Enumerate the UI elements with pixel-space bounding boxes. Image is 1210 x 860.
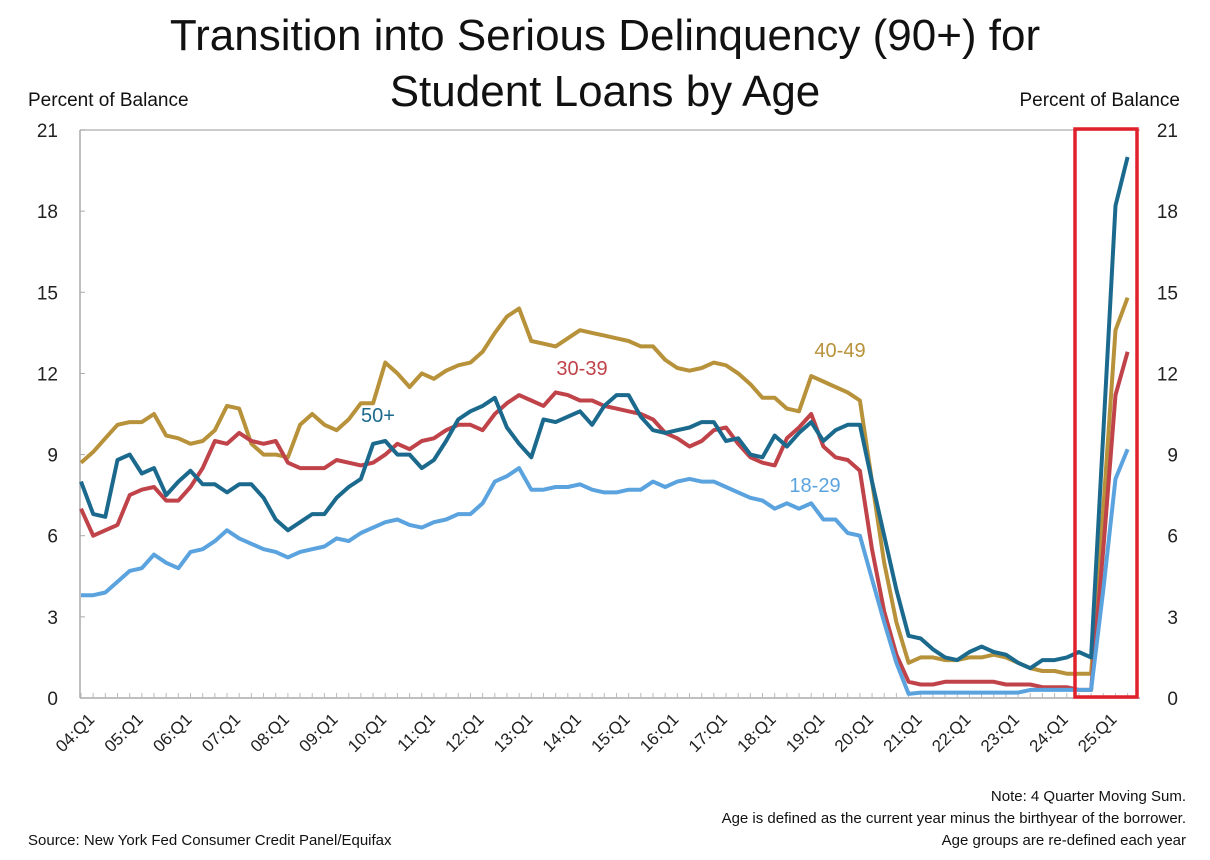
x-tick-label: 24:Q1 [1026, 710, 1072, 756]
x-tick-label: 13:Q1 [490, 710, 536, 756]
source-note: Source: New York Fed Consumer Credit Pan… [28, 832, 392, 849]
left-axis-title: Percent of Balance [28, 90, 189, 111]
series-line-50+ [79, 156, 1130, 671]
x-tick-label: 07:Q1 [198, 710, 244, 756]
note-line-2: Age is defined as the current year minus… [721, 810, 1186, 827]
chart-title-line-2: Student Loans by Age [389, 67, 821, 116]
series-line-18-29 [81, 448, 1130, 696]
x-tick-label: 19:Q1 [782, 710, 828, 756]
y-tick-label-right: 9 [1167, 446, 1178, 467]
highlight-box [1073, 127, 1139, 699]
series-label-40-49: 40-49 [814, 340, 865, 362]
x-tick-label: 06:Q1 [149, 710, 195, 756]
x-tick-label: 04:Q1 [52, 710, 98, 756]
y-tick-label-left: 0 [47, 689, 58, 710]
x-tick-label: 14:Q1 [539, 710, 585, 756]
y-tick-label-right: 12 [1157, 364, 1178, 385]
note-line-3: Age groups are re-defined each year [941, 832, 1186, 849]
y-tick-label-right: 0 [1167, 689, 1178, 710]
y-tick-label-left: 9 [47, 446, 58, 467]
x-tick-label: 22:Q1 [928, 710, 974, 756]
y-tick-label-left: 15 [37, 283, 58, 304]
series-label-30-39: 30-39 [556, 358, 607, 380]
chart-title: Transition into Serious Delinquency (90+… [0, 8, 1210, 120]
y-tick-label-left: 18 [37, 202, 58, 223]
x-tick-label: 17:Q1 [685, 710, 731, 756]
x-tick-label: 15:Q1 [588, 710, 634, 756]
x-tick-label: 11:Q1 [394, 710, 439, 755]
x-tick-label: 25:Q1 [1074, 710, 1120, 756]
series-label-18-29: 18-29 [789, 475, 840, 497]
x-tick-label: 18:Q1 [734, 710, 780, 756]
x-tick-label: 21:Q1 [880, 710, 926, 756]
y-tick-label-right: 3 [1167, 608, 1178, 629]
x-tick-label: 05:Q1 [101, 710, 147, 756]
note-line-1: Note: 4 Quarter Moving Sum. [990, 788, 1186, 805]
right-axis-title: Percent of Balance [1019, 90, 1180, 111]
x-tick-label: 16:Q1 [636, 710, 682, 756]
x-tick-label: 20:Q1 [831, 710, 877, 756]
x-tick-label: 10:Q1 [344, 710, 390, 756]
series-line-30-39 [79, 351, 1130, 692]
y-tick-label-right: 21 [1157, 121, 1178, 142]
y-tick-label-right: 18 [1157, 202, 1178, 223]
y-tick-label-left: 3 [47, 608, 58, 629]
y-tick-label-left: 21 [37, 121, 58, 142]
chart-title-line-1: Transition into Serious Delinquency (90+… [169, 11, 1041, 60]
y-tick-label-right: 15 [1157, 283, 1178, 304]
y-tick-label-left: 6 [47, 527, 58, 548]
x-tick-label: 08:Q1 [247, 710, 293, 756]
series-label-50+: 50+ [361, 405, 395, 427]
x-tick-label: 12:Q1 [442, 710, 488, 756]
y-tick-label-left: 12 [37, 364, 58, 385]
y-tick-label-right: 6 [1167, 527, 1178, 548]
x-tick-label: 23:Q1 [977, 710, 1023, 756]
x-tick-label: 09:Q1 [295, 710, 341, 756]
